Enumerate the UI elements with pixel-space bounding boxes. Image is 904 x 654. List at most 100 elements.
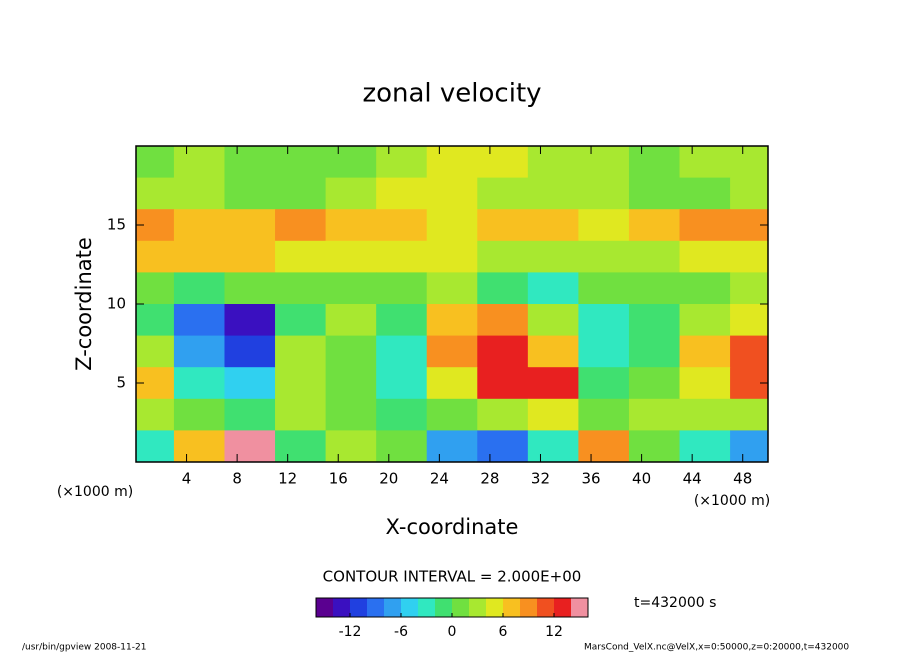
field-cell [426,177,478,210]
field-cell [730,240,768,273]
field-cell [325,430,377,462]
field-cell [173,240,225,273]
field-cell [173,430,225,462]
field-cell [477,367,529,400]
field-cell [628,209,681,242]
field-cell [136,146,175,179]
x-unit-right: (×1000 m) [694,493,770,509]
field-cell [224,304,276,337]
colorbar: -12 -6 0 6 12 [315,597,589,640]
field-cell [224,335,276,368]
field-cell [578,209,630,242]
colorbar-cell [384,598,402,617]
y-tick-label: 10 [107,295,126,313]
field-cell [527,304,579,337]
field-cell [173,272,225,305]
field-cell [477,304,529,337]
colorbar-cell [333,598,351,617]
field-cell [679,146,731,179]
field-cell [376,240,428,273]
colorbar-cell [316,598,334,617]
x-tick-label: 32 [531,470,550,488]
x-tick-label: 40 [632,470,651,488]
field-cell [730,335,768,368]
field-cell [679,209,731,242]
field-cell [527,209,579,242]
field-cell [477,209,529,242]
field-cell [173,398,225,431]
colorbar-cell [537,598,555,617]
field-cell [426,335,478,368]
x-tick-label: 16 [329,470,348,488]
field-cell [275,240,327,273]
field [136,146,768,462]
field-cell [527,146,579,179]
colorbar-tick-label: -6 [394,624,408,640]
field-cell [628,240,681,273]
field-cell [426,146,478,179]
field-cell [426,240,478,273]
field-cell [578,240,630,273]
field-cell [730,272,768,305]
x-tick-label: 8 [232,470,242,488]
field-cell [325,367,377,400]
field-cell [628,335,681,368]
x-tick-label: 12 [278,470,297,488]
x-tick-label: 4 [182,470,192,488]
field-cell [275,335,327,368]
field-cell [578,367,630,400]
field-cell [578,177,630,210]
field-cell [477,398,529,431]
field-cell [173,367,225,400]
colorbar-tick-label: -12 [339,624,362,640]
field-cell [275,304,327,337]
field-cell [730,177,768,210]
field-cell [477,240,529,273]
chart-title: zonal velocity [362,79,541,109]
field-cell [426,272,478,305]
colorbar-cell [486,598,504,617]
field-cell [224,240,276,273]
field-cell [376,209,428,242]
colorbar-cell [469,598,487,617]
x-tick-label: 36 [581,470,600,488]
field-cell [628,398,681,431]
field-cell [376,272,428,305]
field-cell [376,304,428,337]
colorbar-cell [401,598,419,617]
footer-right: MarsCond_VelX.nc@VelX,x=0:50000,z=0:2000… [584,643,849,653]
field-cell [224,209,276,242]
field-cell [224,177,276,210]
field-cell [628,146,681,179]
colorbar-tick-label: 12 [545,624,563,640]
field-cell [679,398,731,431]
field-cell [224,398,276,431]
field-cell [679,177,731,210]
colorbar-cell [503,598,521,617]
field-cell [527,430,579,462]
field-cell [325,304,377,337]
field-cell [325,209,377,242]
field-cell [224,146,276,179]
field-cell [224,272,276,305]
field-cell [376,367,428,400]
colorbar-cell [367,598,385,617]
field-cell [426,430,478,462]
field-cell [136,272,175,305]
field-cell [173,335,225,368]
x-tick-label: 20 [379,470,398,488]
x-tick-label: 28 [480,470,499,488]
field-cell [376,398,428,431]
field-cell [275,272,327,305]
field-cell [730,367,768,400]
field-cell [173,209,225,242]
colorbar-cell [350,598,368,617]
field-cell [578,398,630,431]
field-cell [679,240,731,273]
field-cell [578,272,630,305]
field-cell [275,367,327,400]
field-cell [136,304,175,337]
field-cell [578,304,630,337]
y-tick-label: 15 [107,216,126,234]
